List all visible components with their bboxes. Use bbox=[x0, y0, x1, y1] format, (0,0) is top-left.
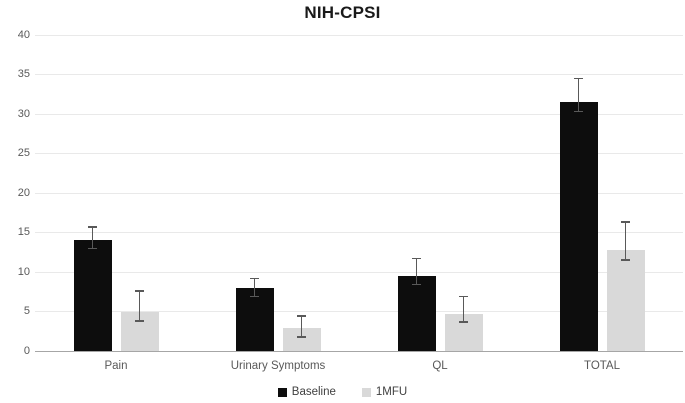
error-bar bbox=[624, 222, 627, 261]
y-tick-label: 30 bbox=[17, 107, 30, 120]
error-bar bbox=[462, 296, 465, 322]
error-bar-cap bbox=[412, 257, 421, 260]
error-bar bbox=[138, 290, 141, 321]
legend-item-baseline: Baseline bbox=[277, 386, 336, 398]
error-bar-cap bbox=[250, 295, 259, 298]
legend-label: 1MFU bbox=[375, 386, 408, 398]
bar-baseline-pain bbox=[73, 239, 112, 351]
y-tick-label: 35 bbox=[17, 68, 30, 80]
bar-1mfu-urinary-symptoms bbox=[282, 328, 321, 351]
legend-swatch-1mfu bbox=[361, 387, 371, 397]
error-bar bbox=[415, 258, 418, 285]
error-bar-cap bbox=[88, 226, 97, 228]
error-bar-cap bbox=[574, 110, 583, 113]
bar-1mfu-total bbox=[606, 249, 645, 351]
error-bar-cap bbox=[574, 77, 583, 80]
chart-title: NIH-CPSI bbox=[304, 3, 381, 22]
y-gridline bbox=[35, 311, 683, 312]
y-gridline bbox=[35, 113, 683, 115]
y-tick-label: 20 bbox=[17, 186, 30, 199]
x-category-label: Pain bbox=[104, 360, 128, 372]
bar-baseline-total bbox=[559, 102, 598, 351]
error-bar-cap bbox=[621, 221, 630, 223]
y-tick-label: 0 bbox=[23, 344, 30, 357]
y-gridline bbox=[35, 271, 683, 273]
error-bar-cap bbox=[297, 336, 306, 338]
error-bar bbox=[300, 316, 303, 337]
x-category-label: QL bbox=[432, 360, 448, 372]
y-gridline bbox=[35, 153, 683, 154]
bar-baseline-urinary-symptoms bbox=[235, 287, 274, 351]
error-bar-cap bbox=[459, 321, 468, 323]
error-bar bbox=[91, 226, 94, 249]
y-tick-label: 10 bbox=[17, 265, 30, 278]
legend-item-1mfu: 1MFU bbox=[361, 386, 408, 398]
y-gridline bbox=[35, 232, 683, 233]
legend-label: Baseline bbox=[291, 386, 336, 398]
y-tick-label: 40 bbox=[17, 28, 30, 41]
error-bar-cap bbox=[135, 320, 144, 322]
error-bar-cap bbox=[621, 259, 630, 261]
x-category-label: Urinary Symptoms bbox=[230, 360, 326, 372]
chart-legend: Baseline 1MFU bbox=[0, 386, 685, 398]
error-bar-cap bbox=[412, 283, 421, 286]
y-tick-label: 15 bbox=[17, 226, 30, 238]
y-gridline bbox=[35, 74, 683, 75]
x-category-label: TOTAL bbox=[584, 360, 620, 372]
y-tick-label: 25 bbox=[17, 147, 30, 159]
error-bar bbox=[253, 278, 256, 297]
error-bar-cap bbox=[88, 247, 97, 250]
y-tick-label: 5 bbox=[23, 305, 30, 317]
error-bar bbox=[577, 78, 580, 112]
error-bar-cap bbox=[459, 295, 468, 298]
error-bar-cap bbox=[135, 290, 144, 292]
bar-baseline-ql bbox=[397, 275, 436, 351]
y-gridline bbox=[35, 34, 683, 36]
x-axis-line bbox=[35, 350, 683, 352]
y-gridline bbox=[35, 192, 683, 194]
error-bar-cap bbox=[250, 277, 259, 280]
error-bar-cap bbox=[297, 315, 306, 317]
legend-swatch-baseline bbox=[277, 387, 287, 397]
